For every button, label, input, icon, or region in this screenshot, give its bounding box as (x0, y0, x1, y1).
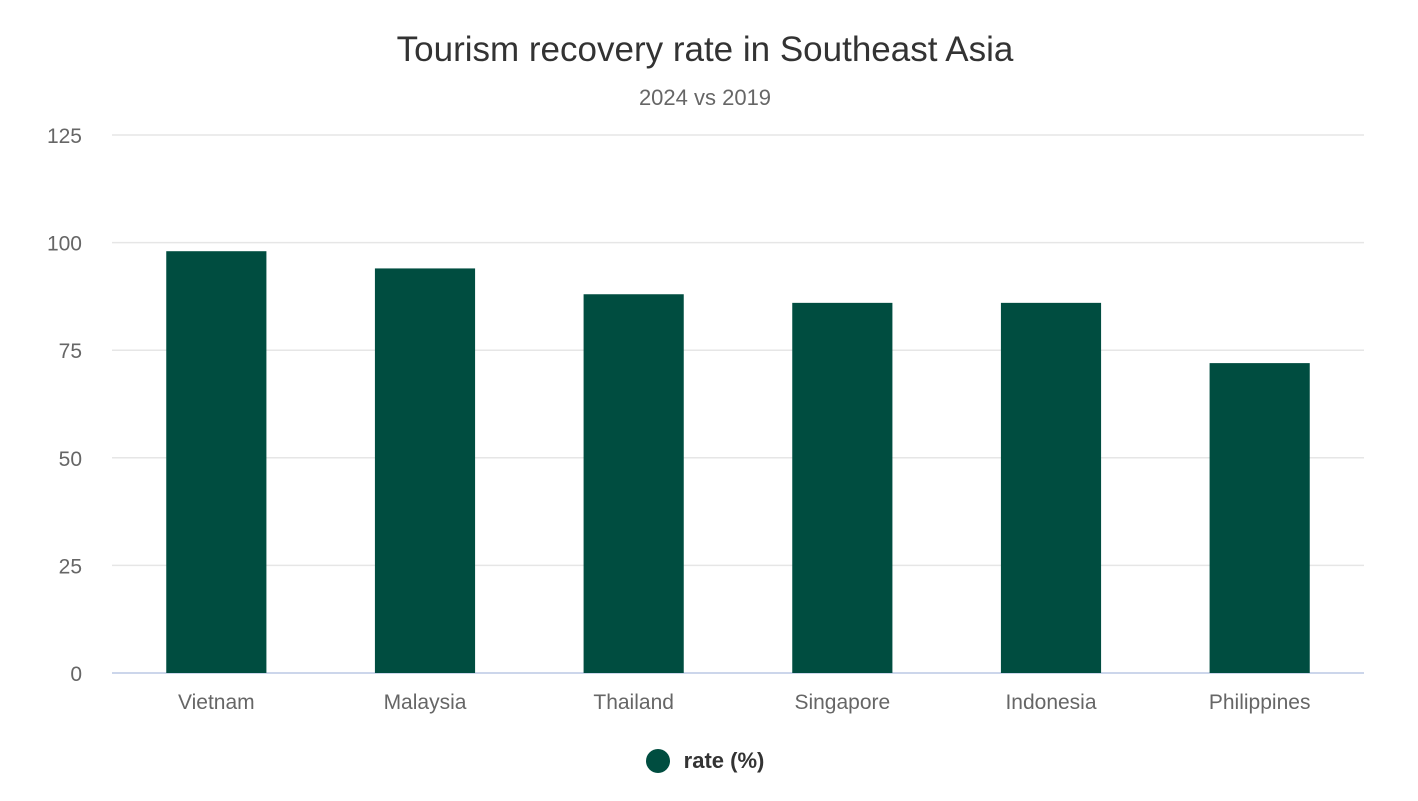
x-tick-label: Thailand (593, 691, 674, 714)
x-tick-label: Singapore (794, 691, 890, 714)
chart-subtitle: 2024 vs 2019 (638, 85, 772, 110)
x-tick-label: Indonesia (1005, 691, 1096, 714)
y-tick-label: 100 (47, 233, 82, 256)
y-tick-label: 50 (59, 448, 82, 471)
legend[interactable]: rate (%) (0, 748, 1410, 779)
bar[interactable] (374, 268, 476, 673)
bar[interactable] (792, 302, 893, 673)
legend-label: rate (%) (683, 748, 765, 773)
y-tick-label: 125 (47, 125, 82, 148)
bar[interactable] (1209, 363, 1310, 673)
bar[interactable] (1000, 302, 1102, 673)
legend-marker-icon (645, 749, 670, 773)
y-tick-label: 75 (59, 340, 82, 363)
y-tick-label: 0 (70, 663, 82, 686)
y-tick-label: 25 (59, 555, 82, 578)
x-tick-label: Philippines (1209, 691, 1311, 714)
chart-title: Tourism recovery rate in Southeast Asia (396, 30, 1014, 69)
x-tick-label: Vietnam (178, 691, 255, 714)
bar[interactable] (166, 251, 267, 673)
legend-item[interactable]: rate (%) (645, 748, 765, 774)
bar[interactable] (583, 294, 684, 673)
x-tick-label: Malaysia (384, 691, 467, 714)
